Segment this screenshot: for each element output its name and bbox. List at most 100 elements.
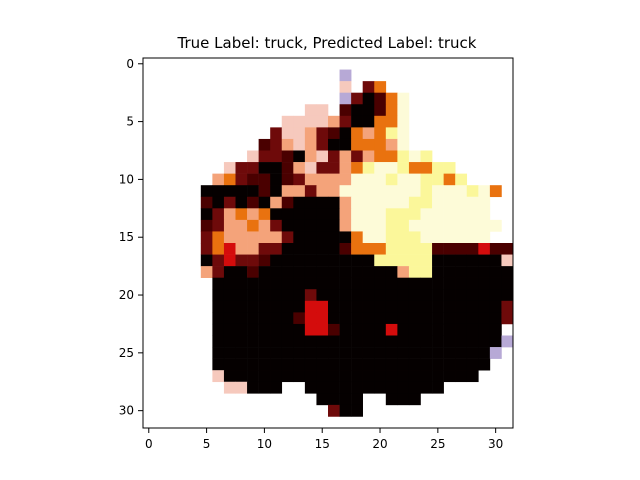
image-pixel <box>374 300 387 313</box>
image-pixel <box>270 347 283 359</box>
image-pixel <box>489 335 502 348</box>
image-pixel <box>293 323 306 336</box>
image-pixel <box>432 162 444 174</box>
image-pixel <box>293 185 306 198</box>
image-pixel <box>235 381 248 394</box>
image-pixel <box>385 358 398 371</box>
image-pixel <box>385 138 398 151</box>
image-pixel <box>351 208 363 221</box>
image-pixel <box>408 173 421 186</box>
image-pixel <box>397 185 410 198</box>
image-pixel <box>478 231 491 244</box>
image-pixel <box>478 254 491 267</box>
image-pixel <box>397 254 410 267</box>
image-pixel <box>316 381 329 394</box>
image-pixel <box>293 127 306 140</box>
image-pixel <box>328 312 340 325</box>
image-pixel <box>408 393 421 406</box>
image-pixel <box>304 127 317 140</box>
image-pixel <box>501 277 514 290</box>
image-pixel <box>223 300 236 313</box>
image-pixel <box>223 162 236 174</box>
image-pixel <box>339 404 352 417</box>
image-pixel <box>351 173 363 186</box>
image-pixel <box>351 231 363 244</box>
image-pixel <box>362 323 375 336</box>
image-pixel <box>339 323 352 336</box>
image-pixel <box>385 150 398 163</box>
image-pixel <box>443 219 456 232</box>
image-pixel <box>362 127 375 140</box>
image-pixel <box>212 173 225 186</box>
image-pixel <box>293 162 306 174</box>
image-pixel <box>351 300 363 313</box>
image-pixel <box>270 162 283 174</box>
image-pixel <box>408 266 421 278</box>
image-pixel <box>247 347 259 359</box>
image-pixel <box>223 254 236 267</box>
image-pixel <box>397 335 410 348</box>
image-pixel <box>385 162 398 174</box>
x-tick-label: 15 <box>315 437 330 451</box>
image-pixel <box>397 115 410 128</box>
image-pixel <box>212 335 225 348</box>
image-pixel <box>258 138 271 151</box>
image-pixel <box>247 381 259 394</box>
image-pixel <box>316 370 329 383</box>
image-pixel <box>223 219 236 232</box>
image-pixel <box>212 243 225 255</box>
image-pixel <box>420 150 433 163</box>
image-pixel <box>281 150 294 163</box>
image-pixel <box>339 196 352 209</box>
image-pixel <box>258 300 271 313</box>
image-pixel <box>339 300 352 313</box>
image-pixel <box>351 115 363 128</box>
image-pixel <box>339 393 352 406</box>
image-pixel <box>339 335 352 348</box>
image-pixel <box>432 219 444 232</box>
image-pixel <box>489 289 502 302</box>
image-pixel <box>466 277 479 290</box>
image-pixel <box>293 115 306 128</box>
image-pixel <box>293 266 306 278</box>
image-pixel <box>408 277 421 290</box>
axes-frame <box>142 57 514 429</box>
image-pixel <box>420 208 433 221</box>
image-pixel <box>501 300 514 313</box>
image-pixel <box>293 347 306 359</box>
image-pixel <box>316 138 329 151</box>
image-pixel <box>281 208 294 221</box>
image-pixel <box>235 219 248 232</box>
image-pixel <box>432 266 444 278</box>
image-pixel <box>235 323 248 336</box>
image-pixel <box>455 312 468 325</box>
image-pixel <box>281 162 294 174</box>
image-pixel <box>408 150 421 163</box>
image-pixel <box>478 312 491 325</box>
image-pixel <box>316 289 329 302</box>
image-pixel <box>212 347 225 359</box>
image-pixel <box>466 196 479 209</box>
image-pixel <box>351 127 363 140</box>
image-pixel <box>385 127 398 140</box>
image-pixel <box>328 358 340 371</box>
image-pixel <box>432 312 444 325</box>
image-pixel <box>281 173 294 186</box>
image-pixel <box>443 277 456 290</box>
image-pixel <box>397 150 410 163</box>
image-pixel <box>247 173 259 186</box>
image-pixel <box>455 323 468 336</box>
image-pixel <box>235 370 248 383</box>
image-pixel <box>408 196 421 209</box>
image-pixel <box>258 254 271 267</box>
image-pixel <box>466 266 479 278</box>
image-pixel <box>270 300 283 313</box>
image-pixel <box>316 173 329 186</box>
image-pixel <box>362 208 375 221</box>
image-pixel <box>235 266 248 278</box>
image-pixel <box>374 185 387 198</box>
image-pixel <box>374 81 387 93</box>
image-pixel <box>374 347 387 359</box>
image-pixel <box>489 219 502 232</box>
